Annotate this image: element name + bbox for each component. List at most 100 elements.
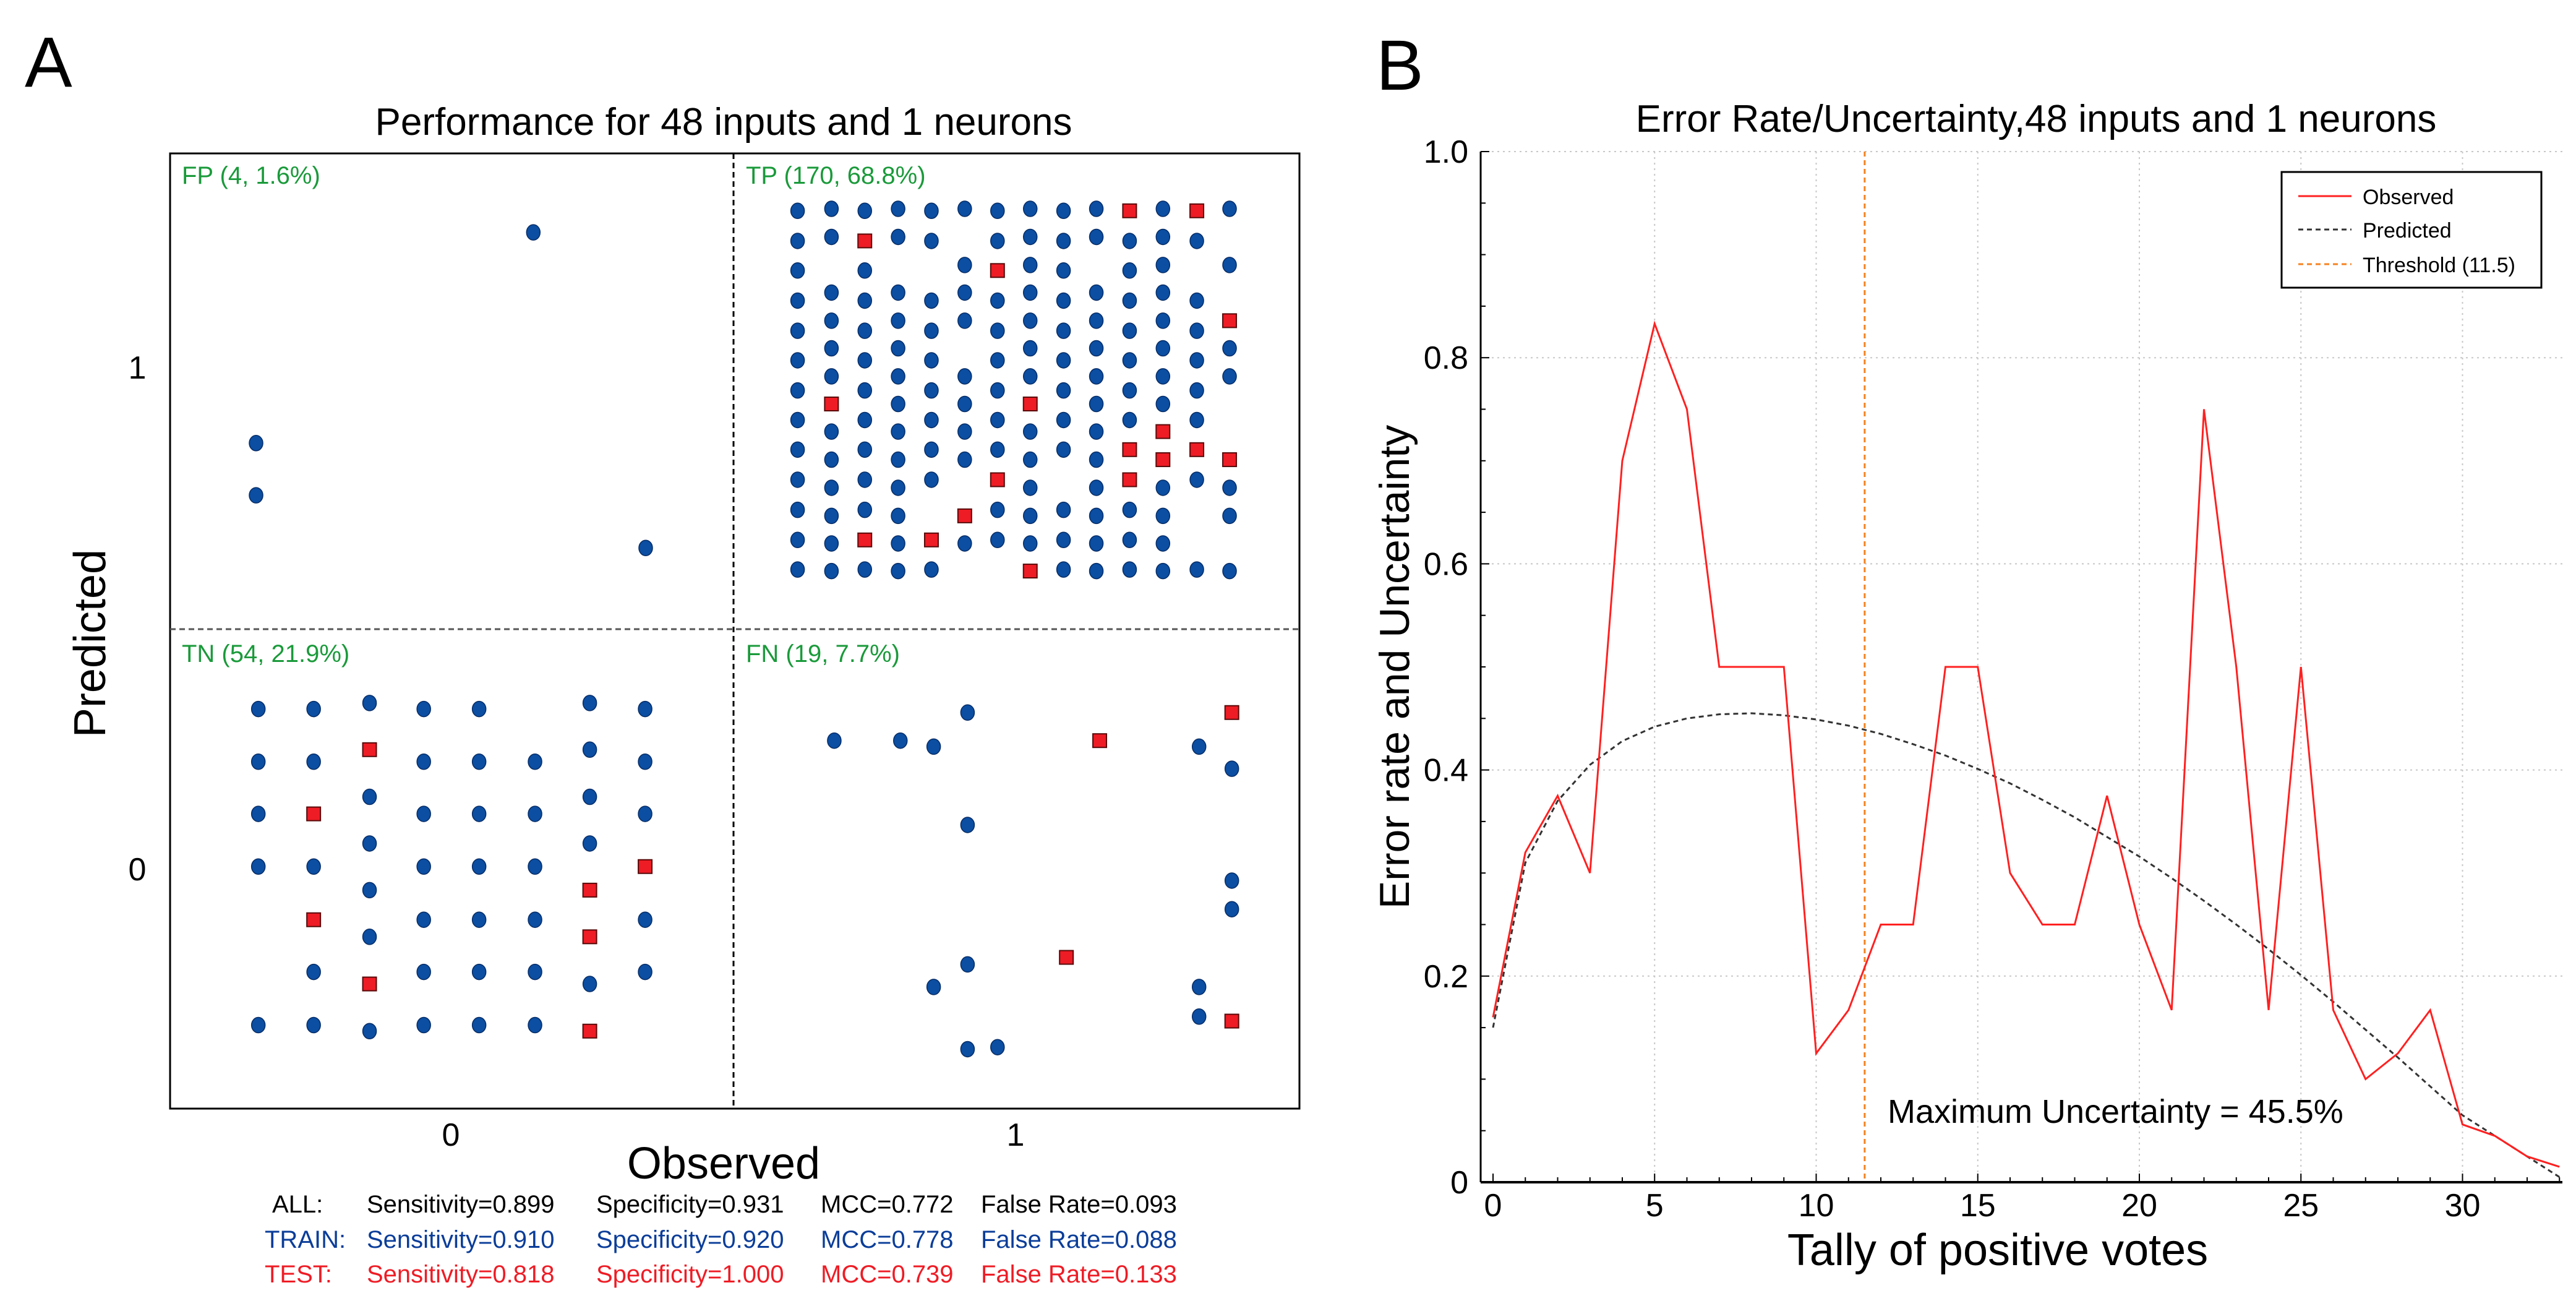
panel-label-b: B [1376,26,1424,105]
stats-row-train: TRAIN: Sensitivity=0.910 Specificity=0.9… [265,1226,1177,1253]
train-point [1056,382,1071,399]
train-point [250,805,266,822]
x-tick-label: 25 [2283,1188,2319,1224]
predicted-line [1492,712,2561,1178]
train-point [1022,200,1038,217]
y-axis-label: Error rate and Uncertainty [1371,425,1418,909]
train-point [924,561,939,578]
train-point [1222,257,1237,273]
train-point [990,501,1005,518]
train-point [362,835,377,852]
train-point [1089,312,1104,329]
train-point [1222,200,1237,217]
panel-a-plot-frame [169,152,1301,1110]
max-uncertainty-annotation: Maximum Uncertainty = 45.5% [1888,1093,2343,1130]
axes: 0 5 10 15 20 25 30 0 0.2 0.4 0.6 0.8 1.0 [1424,134,2562,1224]
train-point [891,535,905,552]
train-point [528,1016,542,1034]
train-point [1189,233,1204,249]
test-point [1122,472,1137,487]
train-point [824,507,839,525]
train-point [857,501,872,518]
train-point [924,233,939,249]
stats-row-all: ALL: Sensitivity=0.899 Specificity=0.931… [272,1191,1177,1218]
train-point [924,441,939,458]
test-point [362,742,377,757]
train-point [362,882,377,899]
train-point [891,340,905,357]
y-tick-label: 0.2 [1424,959,1468,995]
train-point [416,754,431,770]
stats-mcc: MCC=0.772 [821,1191,954,1218]
stats-table: ALL: Sensitivity=0.899 Specificity=0.931… [265,1191,1177,1288]
train-point [1155,200,1171,217]
train-point [790,531,805,549]
train-point [526,224,541,241]
scatter-points [249,200,1239,1058]
train-point [1056,501,1071,518]
train-point [891,284,905,301]
test-point [582,929,597,945]
train-point [638,754,653,770]
train-point [957,284,972,301]
stats-label: TRAIN: [265,1226,346,1253]
train-point [857,202,872,220]
train-point [1191,1008,1207,1025]
train-point [471,1016,487,1034]
train-point [790,382,805,399]
train-point [1056,202,1071,220]
train-point [1089,479,1104,496]
train-point [1155,257,1171,273]
train-point [960,956,975,973]
y-tick-label: 1.0 [1424,134,1468,170]
legend-label-threshold: Threshold (11.5) [2363,254,2515,277]
train-point [638,805,653,822]
train-point [924,382,939,399]
x-tick-label: 20 [2121,1188,2157,1224]
stats-sensitivity: Sensitivity=0.899 [367,1191,555,1218]
quadrant-label-tn: TN (54, 21.9%) [182,640,349,668]
test-point [1022,564,1038,579]
train-point [1022,423,1038,440]
train-point [1222,340,1237,357]
train-point [1155,562,1171,580]
train-point [306,858,321,875]
legend-label-predicted: Predicted [2363,219,2452,243]
train-point [1056,561,1071,578]
train-point [1122,233,1137,249]
train-point [957,200,972,217]
train-point [1089,395,1104,413]
train-point [1022,340,1038,357]
train-point [1056,531,1071,549]
train-point [1089,228,1104,246]
train-point [250,700,266,718]
train-point [1122,411,1137,429]
train-point [790,501,805,518]
train-point [362,929,377,945]
train-point [1189,411,1204,429]
test-point [1022,397,1038,412]
train-point [790,561,805,578]
x-tick-label: 15 [1960,1188,1996,1224]
train-point [416,963,431,981]
test-point [1222,452,1238,468]
train-point [857,561,872,578]
train-point [957,312,972,329]
train-point [306,700,321,718]
train-point [957,395,972,413]
train-point [1189,292,1204,309]
test-point [957,508,972,523]
train-point [790,352,805,369]
stats-mcc: MCC=0.778 [821,1226,954,1253]
train-point [471,700,487,718]
y-axis-label: Predicted [66,549,115,737]
panel-label-a: A [25,23,72,102]
train-point [471,754,487,770]
train-point [1155,507,1171,525]
train-point [306,1016,321,1034]
train-point [1022,257,1038,273]
train-point [990,411,1005,429]
train-point [1022,479,1038,496]
train-point [1222,562,1237,580]
y-tick-label: 0.8 [1424,340,1468,376]
